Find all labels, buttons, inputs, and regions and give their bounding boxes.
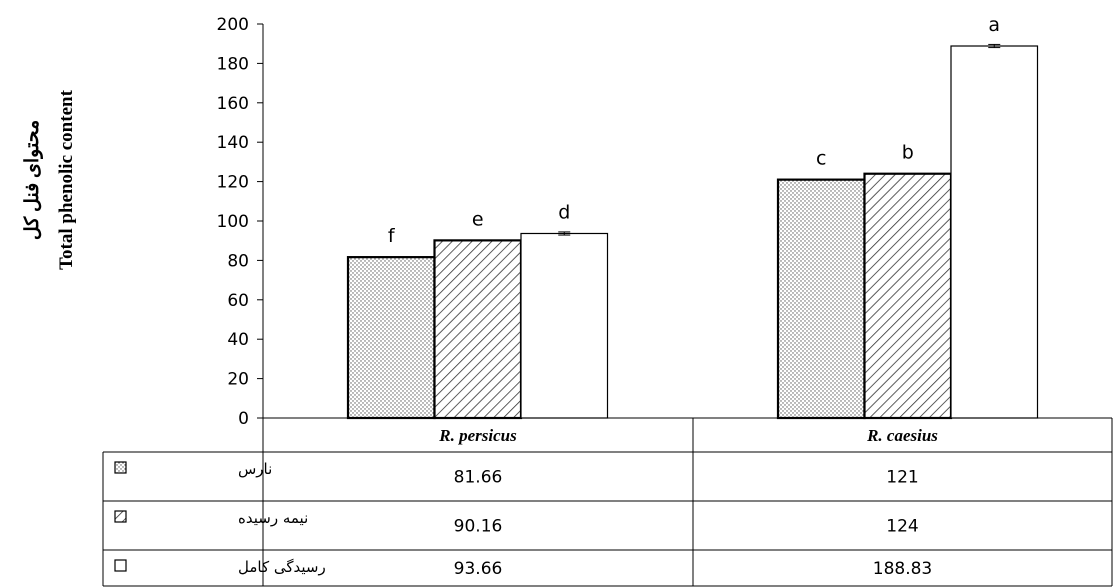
legend-swatch — [114, 461, 127, 474]
y-axis: 0 20 40 60 80 100 120 140 160 180 200 — [217, 15, 264, 429]
legend-label: نارس — [238, 460, 272, 478]
y-tick-label: 140 — [217, 133, 249, 153]
y-tick-label: 180 — [217, 54, 249, 74]
legend-swatch — [114, 559, 127, 572]
y-tick-label: 200 — [217, 15, 249, 35]
bars: f c e b d a — [346, 14, 1039, 420]
legend-swatch — [114, 510, 127, 523]
y-axis-label-en: Total phenolic content — [56, 89, 77, 269]
table-value: 93.66 — [454, 559, 503, 579]
category-label: R. caesius — [866, 426, 938, 445]
significance-letter: e — [472, 208, 484, 230]
category-label: R. persicus — [438, 426, 517, 445]
y-tick-label: 0 — [238, 409, 249, 429]
y-tick-label: 100 — [217, 212, 249, 232]
bar — [950, 45, 1039, 419]
y-tick-label: 120 — [217, 173, 249, 193]
y-tick-label: 160 — [217, 94, 249, 114]
table-value: 124 — [886, 517, 918, 537]
bar — [433, 239, 523, 420]
table-value: 90.16 — [454, 517, 503, 537]
bar — [346, 256, 436, 420]
table-value: 121 — [886, 468, 918, 488]
table-value: 81.66 — [454, 468, 503, 488]
significance-letter: b — [902, 142, 914, 164]
table-value: 188.83 — [873, 559, 932, 579]
y-tick-label: 60 — [227, 291, 249, 311]
significance-letter: d — [558, 201, 570, 223]
y-tick-label: 20 — [227, 370, 249, 390]
bar — [520, 232, 609, 419]
y-tick-label: 40 — [227, 330, 249, 350]
legend-label: رسیدگی کامل — [238, 558, 326, 576]
data-table: R. persicus R. caesius نارس 81.66 121 نیمه رس… — [102, 417, 1113, 587]
legend-label: نیمه رسیده — [238, 509, 308, 527]
significance-letter: a — [988, 14, 1000, 36]
bar — [776, 178, 866, 420]
bar — [863, 172, 953, 420]
y-axis-label-fa: محتوای فنل کل — [22, 120, 43, 240]
y-tick-label: 80 — [227, 251, 249, 271]
significance-letter: f — [388, 225, 396, 247]
significance-letter: c — [816, 148, 826, 170]
